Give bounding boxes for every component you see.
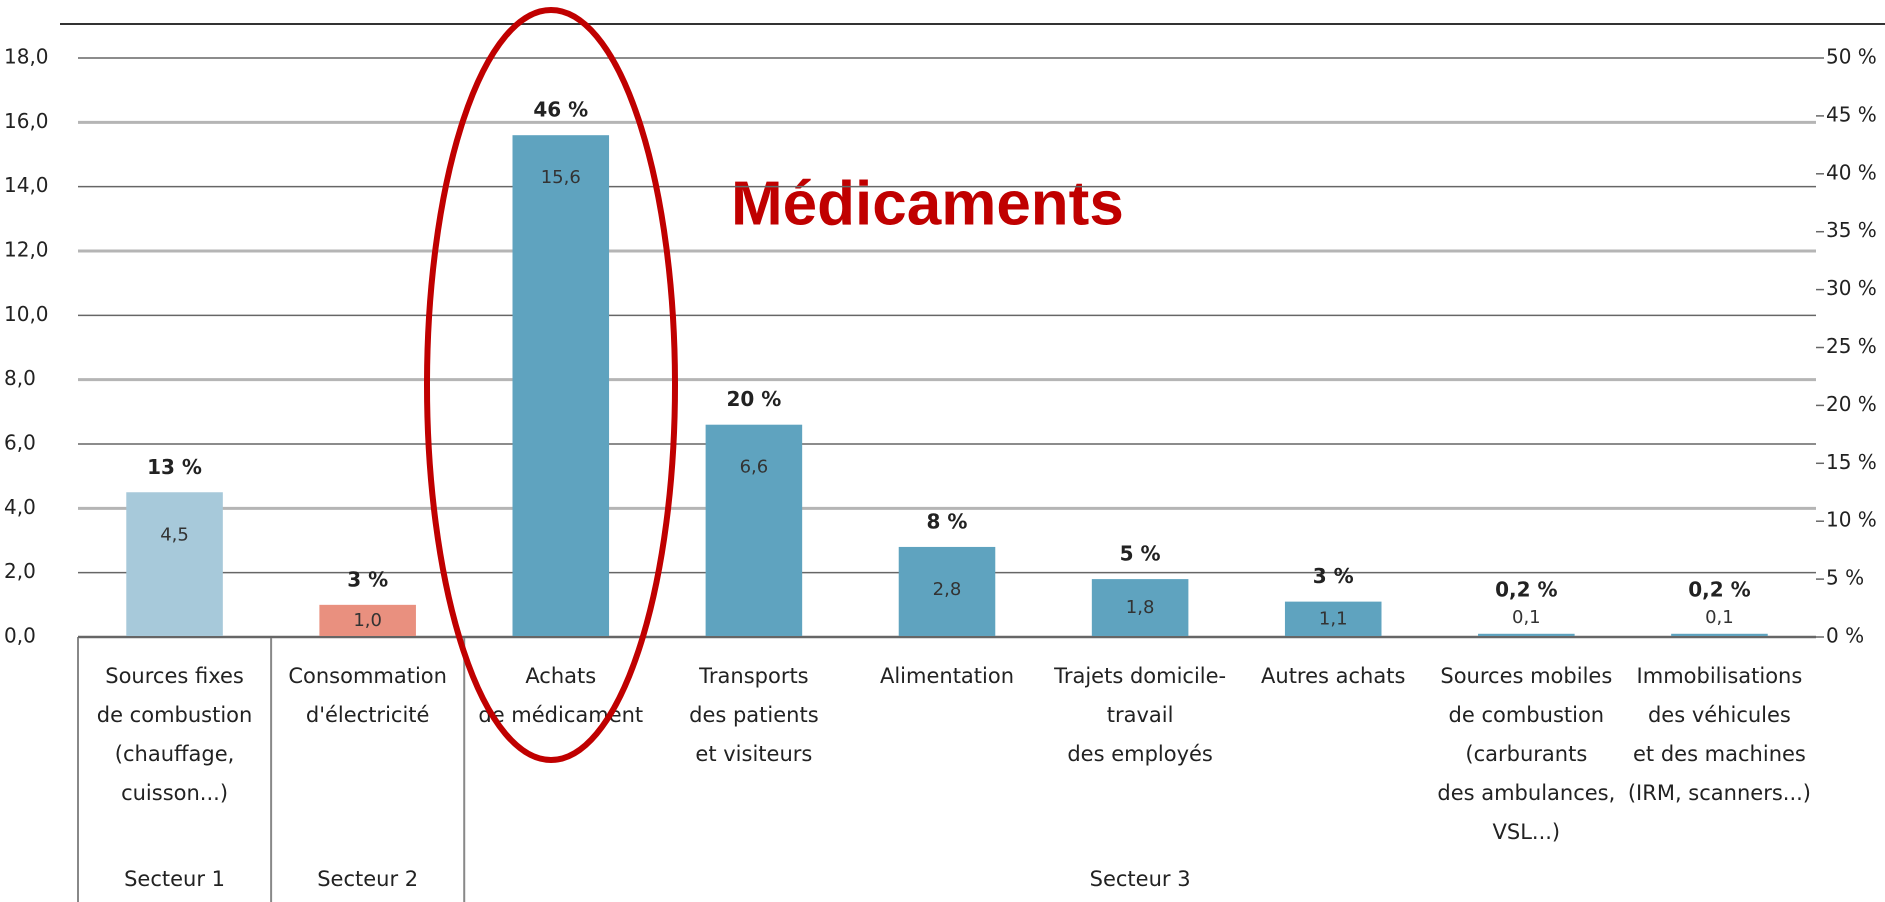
share-label: 8 % — [927, 509, 968, 533]
highlight-ellipse — [424, 7, 678, 763]
y2-tick-label: 30 % — [1826, 276, 1877, 300]
y2-tick-label: 40 % — [1826, 160, 1877, 184]
share-label: 5 % — [1120, 542, 1161, 566]
bar — [1478, 633, 1575, 637]
y2-tick-label: 5 % — [1826, 566, 1864, 590]
x-tick-label: Sources mobiles — [1440, 664, 1612, 688]
y-tick-label: 18,0 — [4, 45, 49, 69]
x-tick-label: Trajets domicile- — [1053, 664, 1226, 688]
x-tick-label: de combustion — [97, 703, 253, 727]
x-tick-label: Achats — [525, 664, 596, 688]
value-label: 2,8 — [933, 579, 962, 600]
value-label: 1,0 — [353, 610, 382, 631]
bar — [1671, 633, 1768, 637]
value-label: 0,1 — [1705, 607, 1734, 628]
y2-tick-label: 10 % — [1826, 508, 1877, 532]
x-tick-label: des ambulances, — [1437, 781, 1615, 805]
y-tick-label: 4,0 — [4, 495, 36, 519]
value-label: 15,6 — [541, 167, 581, 188]
x-tick-label: Autres achats — [1261, 664, 1405, 688]
share-label: 3 % — [1313, 564, 1354, 588]
share-label: 13 % — [147, 455, 202, 479]
group-label: Secteur 2 — [317, 867, 418, 891]
bar — [126, 492, 223, 637]
x-tick-label: (chauffage, — [115, 742, 235, 766]
x-tick-label: Transports — [698, 664, 808, 688]
x-tick-label: des employés — [1067, 742, 1213, 766]
share-label: 3 % — [347, 567, 388, 591]
x-tick-label: Consommation — [288, 664, 447, 688]
y-tick-label: 2,0 — [4, 559, 36, 583]
x-tick-label: de médicament — [478, 703, 643, 727]
value-label: 4,5 — [160, 524, 189, 545]
y2-tick-label: 15 % — [1826, 450, 1877, 474]
bar — [705, 424, 803, 637]
x-tick-label: des véhicules — [1648, 703, 1791, 727]
bar — [898, 546, 996, 637]
x-tick-label: des patients — [689, 703, 819, 727]
x-tick-label: d'électricité — [306, 703, 430, 727]
x-tick-label: de combustion — [1449, 703, 1605, 727]
y-tick-label: 6,0 — [4, 431, 36, 455]
y-tick-label: 14,0 — [4, 173, 49, 197]
group-label: Secteur 3 — [1090, 867, 1191, 891]
share-label: 0,2 % — [1495, 577, 1557, 601]
y2-tick-label: 50 % — [1826, 45, 1877, 69]
y2-tick-label: 25 % — [1826, 334, 1877, 358]
y-tick-label: 8,0 — [4, 366, 36, 390]
y-tick-label: 12,0 — [4, 238, 49, 262]
y2-tick-label: 0 % — [1826, 624, 1864, 648]
y-tick-label: 10,0 — [4, 302, 49, 326]
share-label: 20 % — [726, 387, 781, 411]
x-tick-label: Sources fixes — [105, 664, 244, 688]
annotation: Médicaments — [731, 169, 1124, 238]
value-label: 6,6 — [740, 457, 769, 478]
x-tick-label: cuisson...) — [121, 781, 228, 805]
x-tick-label: travail — [1107, 703, 1174, 727]
x-tick-label: Immobilisations — [1637, 664, 1803, 688]
share-label: 0,2 % — [1688, 577, 1750, 601]
y2-tick-label: 45 % — [1826, 102, 1877, 126]
y2-tick-label: 35 % — [1826, 218, 1877, 242]
y-tick-label: 16,0 — [4, 109, 49, 133]
x-tick-label: (IRM, scanners...) — [1628, 781, 1811, 805]
y-tick-label: 0,0 — [4, 624, 36, 648]
bar — [512, 135, 610, 637]
value-label: 1,8 — [1126, 597, 1155, 618]
x-tick-label: VSL...) — [1493, 820, 1561, 844]
bar — [1284, 601, 1382, 637]
bar — [319, 604, 416, 637]
bar — [1091, 579, 1189, 637]
value-label: 1,1 — [1319, 608, 1348, 629]
x-tick-label: et visiteurs — [695, 742, 812, 766]
x-tick-label: (carburants — [1465, 742, 1587, 766]
y2-tick-label: 20 % — [1826, 392, 1877, 416]
value-label: 0,1 — [1512, 607, 1541, 628]
group-label: Secteur 1 — [124, 867, 225, 891]
share-label: 46 % — [533, 98, 588, 122]
x-tick-label: et des machines — [1633, 742, 1806, 766]
x-tick-label: Alimentation — [880, 664, 1014, 688]
